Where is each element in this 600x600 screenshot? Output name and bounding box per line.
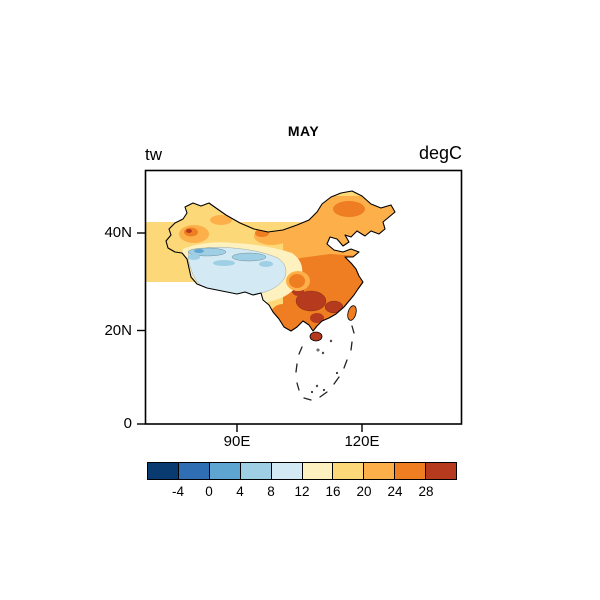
colorbar-cell bbox=[425, 463, 457, 479]
colorbar-cell bbox=[208, 463, 240, 479]
taiwan-island bbox=[347, 305, 357, 321]
colorbar-cell bbox=[270, 463, 302, 479]
colorbar-label: 24 bbox=[387, 484, 403, 499]
x-tick-label-90e: 90E bbox=[223, 433, 251, 450]
nine-dash-line bbox=[295, 325, 355, 401]
axis-ticks bbox=[137, 232, 363, 432]
south-china-sea-islands bbox=[310, 339, 339, 394]
x-tick-label-120e: 120E bbox=[344, 433, 380, 450]
colorbar-cell bbox=[177, 463, 209, 479]
map-fill-patches bbox=[179, 196, 395, 331]
china-outline bbox=[165, 190, 396, 332]
colorbar-cell bbox=[239, 463, 271, 479]
plot-frame bbox=[144, 169, 463, 425]
colorbar-label: 4 bbox=[236, 484, 244, 499]
colorbar-cell bbox=[394, 463, 426, 479]
colorbar-label: 0 bbox=[205, 484, 213, 499]
units-label: degC bbox=[418, 143, 462, 163]
colorbar-label: 16 bbox=[325, 484, 341, 499]
y-tick-label-0: 0 bbox=[123, 415, 132, 432]
colorbar-cell bbox=[301, 463, 333, 479]
y-tick-label-40n: 40N bbox=[104, 224, 132, 241]
y-tick-label-20n: 20N bbox=[104, 322, 132, 339]
colorbar-row bbox=[147, 462, 457, 480]
colorbar-label: 28 bbox=[418, 484, 434, 499]
colorbar-label: -4 bbox=[171, 484, 185, 499]
colorbar-cell bbox=[332, 463, 364, 479]
hainan-island bbox=[309, 331, 323, 342]
colorbar-cell bbox=[363, 463, 395, 479]
colorbar-cell bbox=[148, 463, 178, 479]
colorbar-label: 12 bbox=[294, 484, 310, 499]
colorbar-label: 8 bbox=[267, 484, 275, 499]
variable-label: tw bbox=[145, 145, 162, 164]
colorbar-label: 20 bbox=[356, 484, 372, 499]
colorbar: -4 0 4 8 12 16 20 24 28 bbox=[147, 462, 457, 506]
plot-title: MAY bbox=[287, 123, 320, 139]
